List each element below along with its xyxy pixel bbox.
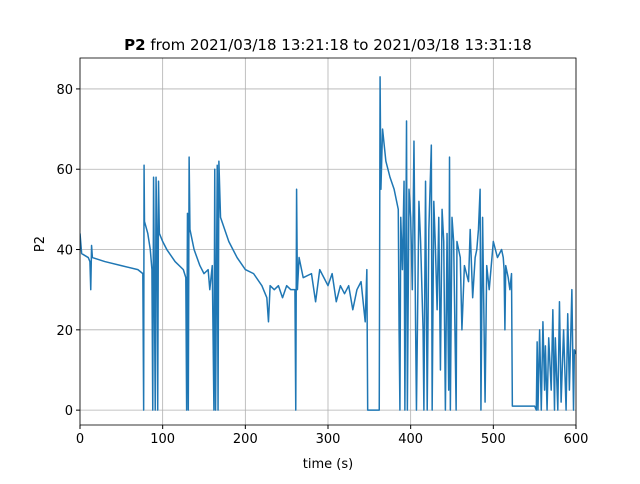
- y-tick-label: 80: [56, 83, 73, 98]
- x-tick-label: 100: [150, 432, 175, 447]
- chart-title: P2 from 2021/03/18 13:21:18 to 2021/03/1…: [124, 36, 532, 54]
- title-rest: from 2021/03/18 13:21:18 to 2021/03/18 1…: [150, 36, 531, 54]
- x-tick-label: 400: [398, 432, 423, 447]
- y-tick-label: 20: [56, 324, 73, 339]
- title-bold: P2: [124, 36, 145, 54]
- x-axis-label: time (s): [303, 457, 353, 472]
- x-tick-label: 600: [564, 432, 589, 447]
- plot-frame: [79, 57, 577, 426]
- x-tick-label: 500: [481, 432, 506, 447]
- x-tick-label: 300: [316, 432, 341, 447]
- y-tick-label: 0: [65, 404, 73, 419]
- data-line: [80, 76, 576, 411]
- y-axis-label: P2: [33, 236, 48, 252]
- y-tick-label: 40: [56, 244, 73, 259]
- x-tick-label: 0: [76, 432, 84, 447]
- y-tick-label: 60: [56, 163, 73, 178]
- x-tick-label: 200: [233, 432, 258, 447]
